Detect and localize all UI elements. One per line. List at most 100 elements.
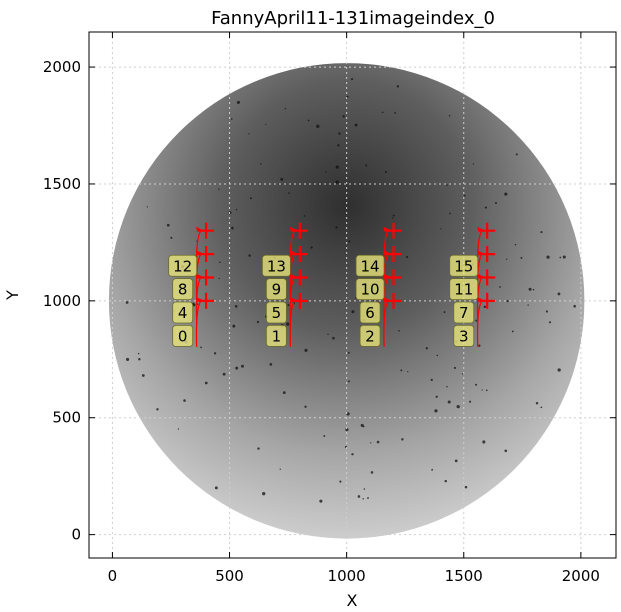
- speckle: [430, 378, 433, 381]
- speckle: [339, 480, 342, 483]
- speckle: [362, 425, 365, 428]
- speckle: [303, 215, 306, 217]
- plus-marker: [385, 269, 402, 286]
- speckle: [222, 372, 226, 376]
- speckle: [234, 305, 238, 308]
- speckle: [348, 380, 350, 383]
- y-tick-label: 1500: [43, 175, 81, 193]
- speckle: [323, 434, 326, 437]
- speckle: [177, 428, 180, 430]
- speckle: [304, 348, 308, 352]
- speckle: [443, 311, 446, 313]
- speckle: [370, 442, 372, 444]
- speckle: [478, 344, 481, 347]
- speckle: [327, 333, 329, 335]
- speckle: [381, 111, 384, 114]
- speckle: [472, 163, 474, 165]
- speckle: [316, 124, 320, 128]
- speckle: [125, 301, 129, 304]
- speckle: [532, 288, 535, 291]
- speckle: [236, 100, 240, 104]
- annotation-label: 4: [172, 301, 194, 324]
- arrow-head: [477, 250, 484, 256]
- speckle: [335, 180, 339, 184]
- speckle: [241, 364, 244, 368]
- speckle: [464, 485, 468, 489]
- speckle: [335, 226, 338, 229]
- arrow-head: [477, 273, 484, 279]
- speckle: [286, 322, 290, 326]
- speckle: [506, 258, 508, 260]
- speckle: [528, 287, 532, 291]
- annotation-label: 2: [359, 325, 381, 347]
- speckle: [235, 208, 238, 211]
- speckle: [546, 255, 550, 259]
- speckle: [515, 153, 518, 156]
- speckle: [347, 351, 350, 354]
- speckle: [481, 389, 483, 391]
- y-tick-label: 1000: [43, 292, 81, 310]
- speckle: [138, 358, 141, 361]
- speckle: [325, 171, 327, 173]
- speckle: [482, 440, 486, 444]
- speckle: [248, 133, 250, 135]
- speckle: [514, 243, 517, 246]
- plus-marker: [385, 292, 402, 309]
- speckle: [453, 366, 457, 370]
- speckle: [365, 164, 368, 167]
- speckle: [449, 212, 451, 215]
- speckle: [484, 206, 487, 209]
- arrow-head: [289, 273, 296, 279]
- speckle: [435, 395, 438, 398]
- plus-marker: [479, 222, 496, 239]
- speckle: [520, 256, 523, 259]
- speckle: [260, 163, 262, 165]
- speckle: [485, 389, 488, 392]
- arrow-head: [289, 226, 296, 232]
- svg-text:7: 7: [459, 304, 469, 322]
- markers: [198, 222, 496, 309]
- speckle: [559, 256, 562, 259]
- speckle: [204, 381, 208, 385]
- svg-text:0: 0: [178, 327, 188, 345]
- arrow-head: [196, 226, 203, 232]
- speckle: [446, 184, 448, 186]
- speckle: [562, 255, 566, 259]
- speckle: [351, 453, 354, 456]
- speckle: [475, 319, 478, 322]
- plus-marker: [198, 269, 215, 286]
- speckle: [219, 261, 221, 263]
- speckle: [156, 408, 159, 411]
- speckle: [392, 214, 395, 217]
- x-tick-label: 2000: [562, 567, 600, 585]
- speckle: [257, 447, 260, 450]
- speckle: [141, 374, 145, 377]
- speckle: [483, 305, 487, 309]
- arrow-head: [383, 273, 390, 279]
- annotation-label: 10: [355, 278, 385, 301]
- annotation-label: 7: [453, 301, 475, 324]
- speckle: [284, 107, 286, 110]
- speckle: [406, 255, 409, 259]
- speckle: [370, 471, 374, 474]
- annotation-label: 0: [172, 325, 194, 347]
- speckle: [431, 468, 434, 471]
- arrow-head: [196, 296, 203, 302]
- plus-marker: [291, 269, 308, 286]
- speckle: [540, 231, 543, 234]
- annotation-label: 8: [172, 278, 194, 301]
- arrow-head: [383, 296, 390, 302]
- speckle: [348, 240, 351, 243]
- speckle: [287, 304, 290, 307]
- svg-text:12: 12: [173, 257, 192, 275]
- speckle: [545, 310, 549, 313]
- svg-text:14: 14: [361, 257, 380, 275]
- speckle: [506, 299, 509, 303]
- speckle: [446, 386, 448, 388]
- speckle: [540, 406, 543, 409]
- speckle: [346, 412, 350, 416]
- arrow-head: [196, 250, 203, 256]
- speckle: [362, 498, 364, 500]
- speckle: [335, 165, 339, 169]
- speckle: [351, 310, 355, 314]
